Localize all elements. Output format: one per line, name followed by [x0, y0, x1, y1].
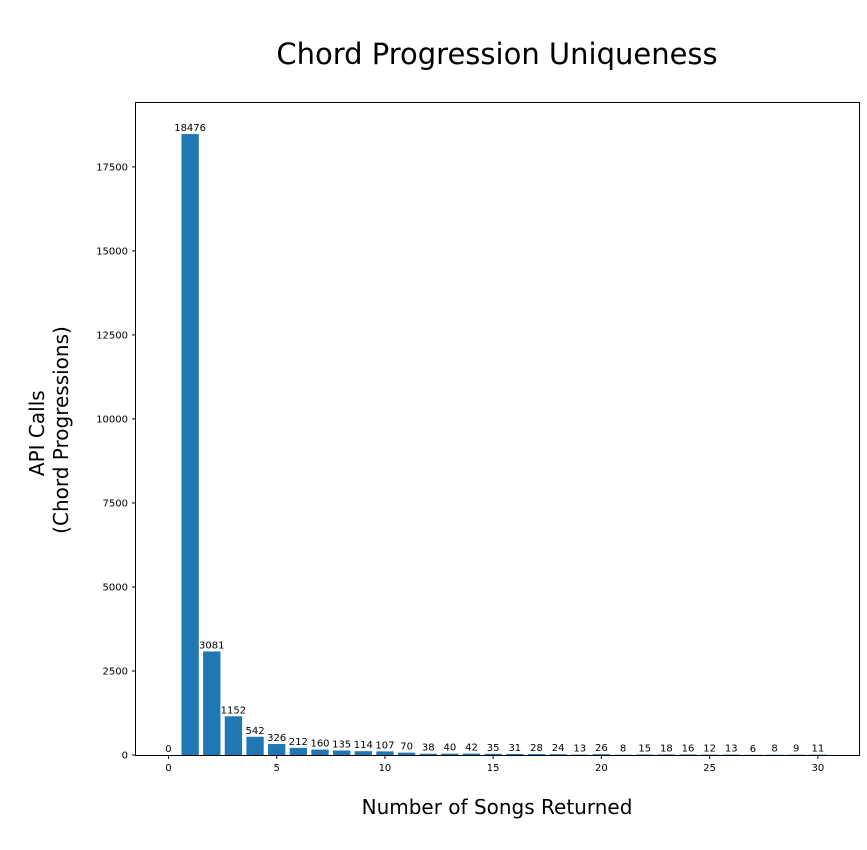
y-tick-label: 15000 [96, 246, 128, 257]
bar-value-label: 212 [289, 737, 308, 748]
bar-value-label: 114 [354, 740, 373, 751]
y-axis: 0 2500 5000 7500 10000 12500 15000 17500 [96, 162, 136, 761]
x-tick-label: 30 [812, 763, 825, 774]
bar-value-label: 28 [530, 743, 543, 754]
y-tick-label: 17500 [96, 162, 128, 173]
bar-value-label: 8 [771, 744, 777, 755]
bar [333, 750, 350, 755]
y-axis-label-line-2: (Chord Progressions) [49, 326, 73, 534]
bar-value-label: 18476 [174, 123, 206, 134]
bar-value-label: 9 [793, 744, 799, 755]
bar [290, 748, 307, 755]
bar [376, 751, 393, 755]
plot-frame [136, 103, 860, 756]
bar [549, 754, 566, 755]
y-axis-label: API Calls (Chord Progressions) [25, 326, 73, 534]
bar [463, 754, 480, 755]
y-tick-label: 12500 [96, 330, 128, 341]
bar-value-label: 107 [375, 740, 394, 751]
bar-value-label: 13 [725, 744, 738, 755]
bar-value-label: 135 [332, 739, 351, 750]
y-tick-label: 10000 [96, 414, 128, 425]
bar [593, 754, 610, 755]
bar [311, 750, 328, 755]
bar-value-label: 26 [595, 743, 608, 754]
bar-value-label: 15 [638, 744, 651, 755]
x-axis: 0 5 10 15 20 25 30 [165, 755, 824, 774]
bar-value-label: 70 [400, 742, 413, 753]
bar-value-label: 31 [508, 743, 521, 754]
bar [506, 754, 523, 755]
bar-value-label: 40 [444, 743, 457, 754]
bar-value-label: 18 [660, 743, 673, 754]
bar [246, 737, 263, 755]
bars-layer [181, 134, 826, 755]
bar-value-label: 6 [750, 744, 756, 755]
bar [441, 754, 458, 755]
bar [420, 754, 437, 755]
bar-value-label: 24 [552, 743, 565, 754]
chart-title: Chord Progression Uniqueness [276, 37, 717, 71]
bar-value-label: 1152 [221, 705, 246, 716]
x-tick-label: 0 [165, 763, 171, 774]
bar-value-label: 38 [422, 743, 435, 754]
bar-value-label: 16 [682, 743, 695, 754]
bar-value-label: 160 [310, 739, 329, 750]
bar [398, 753, 415, 755]
bar [225, 716, 242, 755]
bar-value-label: 11 [812, 744, 825, 755]
bar [355, 751, 372, 755]
bar [181, 134, 198, 755]
y-tick-label: 7500 [103, 498, 128, 509]
bar [636, 755, 653, 756]
bar-value-label: 35 [487, 743, 500, 754]
bar [203, 651, 220, 755]
bar [485, 754, 502, 755]
bar [679, 754, 696, 755]
x-tick-label: 25 [703, 763, 716, 774]
x-axis-label: Number of Songs Returned [362, 795, 633, 819]
bar-value-label: 8 [620, 744, 626, 755]
bar-value-label: 3081 [199, 640, 224, 651]
bar-value-label: 13 [573, 744, 586, 755]
bar [268, 744, 285, 755]
x-tick-label: 15 [487, 763, 500, 774]
bar-value-label: 12 [703, 744, 716, 755]
x-tick-label: 5 [274, 763, 280, 774]
bar-value-label: 326 [267, 733, 286, 744]
y-tick-label: 0 [122, 751, 128, 762]
y-tick-label: 5000 [103, 582, 128, 593]
y-axis-label-line-1: API Calls [25, 390, 49, 476]
x-tick-label: 20 [595, 763, 608, 774]
bar-value-label: 542 [246, 726, 265, 737]
x-tick-label: 10 [379, 763, 392, 774]
bar-value-label: 42 [465, 743, 478, 754]
y-tick-label: 2500 [103, 666, 128, 677]
bar [658, 754, 675, 755]
bar [528, 754, 545, 755]
bar-value-label: 0 [165, 744, 171, 755]
